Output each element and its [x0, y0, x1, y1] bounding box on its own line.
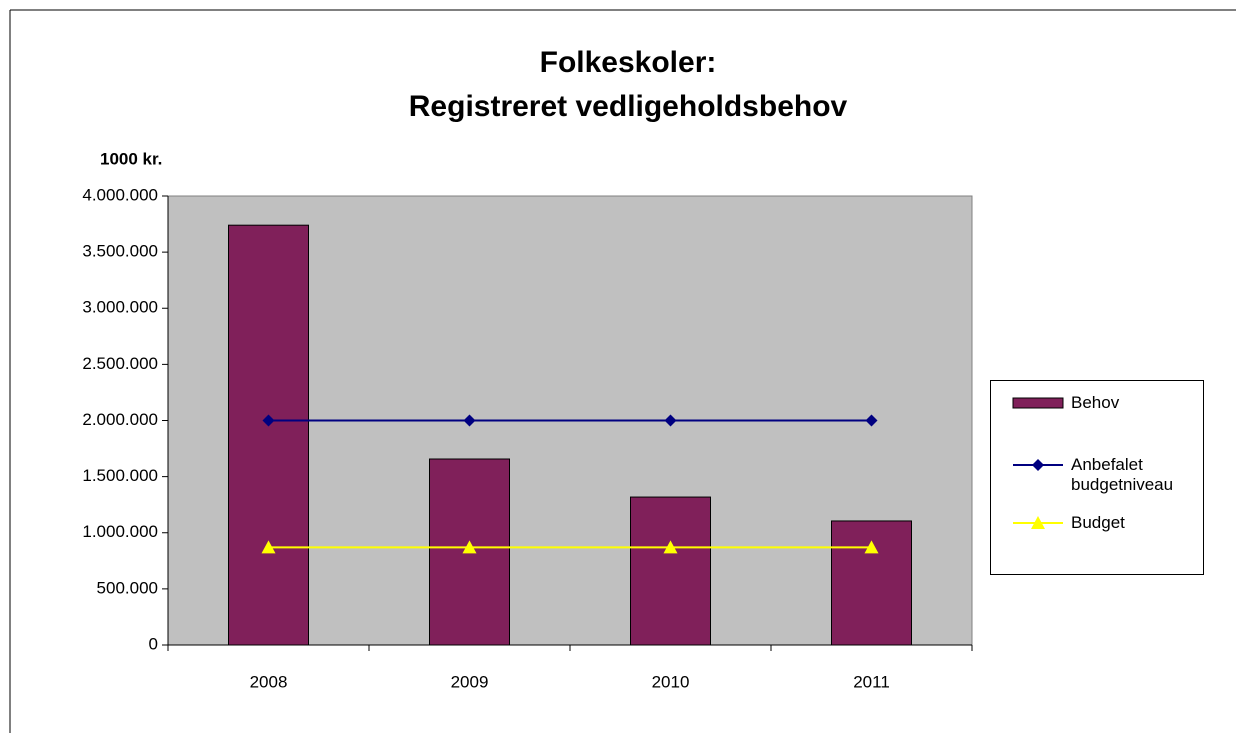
- y-axis-label: 1000 kr.: [100, 149, 162, 168]
- y-tick-label: 500.000: [97, 578, 158, 597]
- x-tick-label: 2008: [250, 672, 288, 691]
- legend-entry: Behov: [1005, 393, 1201, 413]
- y-tick-label: 2.000.000: [82, 410, 158, 429]
- legend-entry: Anbefalet budgetniveau: [1005, 455, 1201, 495]
- x-tick-label: 2009: [451, 672, 489, 691]
- legend-label: Behov: [1071, 393, 1120, 412]
- marker: [663, 540, 678, 554]
- marker: [1031, 516, 1045, 529]
- y-tick-label: 2.500.000: [82, 354, 158, 373]
- marker: [864, 540, 879, 554]
- y-tick-label: 1.500.000: [82, 466, 158, 485]
- marker: [463, 414, 476, 427]
- marker: [1032, 459, 1044, 471]
- marker: [865, 414, 878, 427]
- x-tick-label: 2011: [853, 672, 890, 691]
- chart-title: Registreret vedligeholdsbehov: [409, 90, 848, 123]
- y-tick-label: 0: [149, 634, 158, 653]
- legend-swatch: [1012, 397, 1064, 409]
- x-tick-label: 2010: [652, 672, 690, 691]
- y-tick-label: 1.000.000: [82, 522, 158, 541]
- bar: [630, 496, 711, 646]
- chart-title: Folkeskoler:: [540, 46, 717, 79]
- legend-label: Anbefalet budgetniveau: [1071, 455, 1174, 494]
- legend-label: Budget: [1071, 513, 1125, 532]
- bar: [228, 224, 309, 646]
- legend-swatch: [1013, 459, 1063, 471]
- y-tick-label: 3.500.000: [82, 242, 158, 261]
- marker: [462, 540, 477, 554]
- legend: Behov Anbefalet budgetniveau Budget: [990, 380, 1204, 575]
- marker: [261, 540, 276, 554]
- marker: [664, 414, 677, 427]
- y-tick-label: 4.000.000: [82, 185, 158, 204]
- legend-swatch: [1013, 516, 1063, 529]
- y-tick-label: 3.000.000: [82, 298, 158, 317]
- bar: [831, 520, 912, 646]
- marker: [262, 414, 275, 427]
- legend-entry: Budget: [1005, 513, 1201, 533]
- legend-swatch-bar: [1012, 397, 1064, 409]
